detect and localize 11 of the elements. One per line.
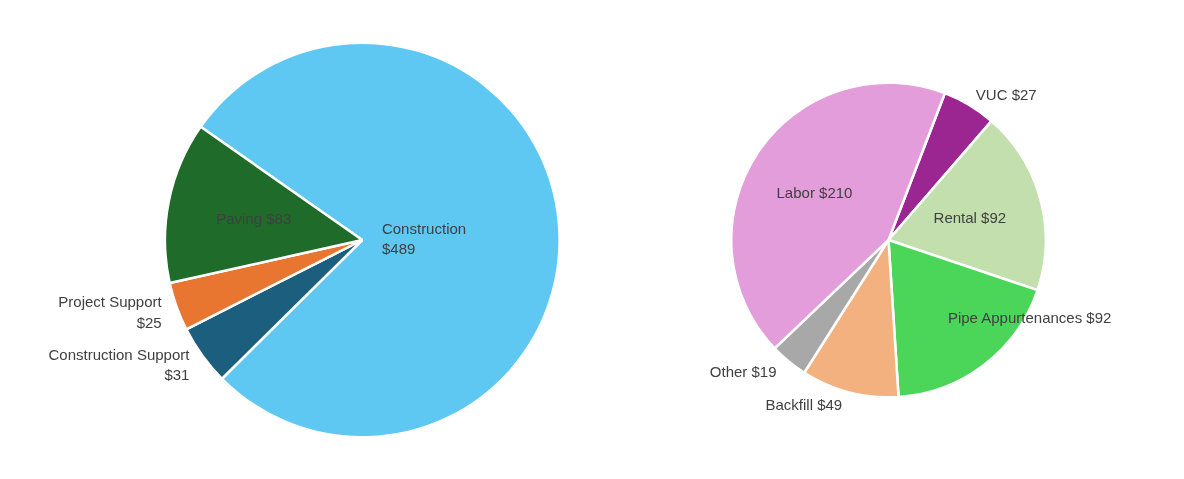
slice-label: Project Support	[58, 293, 163, 311]
data-label: $31	[164, 366, 190, 384]
slice-label: Other $19	[709, 362, 777, 380]
slice-label: Backfill $49	[765, 396, 843, 414]
slice-label: Construction Support	[48, 345, 191, 363]
slice-label: VUC $27	[975, 85, 1037, 103]
data-label: $25	[136, 313, 162, 331]
data-label: $489	[381, 240, 416, 258]
slice-label: Construction	[381, 219, 467, 237]
slice-label: Labor $210	[776, 183, 853, 201]
slice-label: Rental $92	[933, 208, 1007, 226]
